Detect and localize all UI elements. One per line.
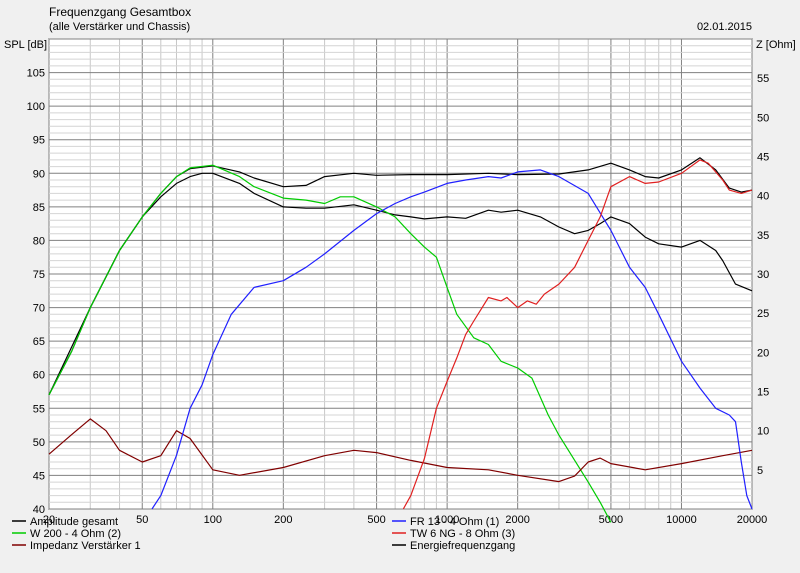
- x-tick-label: 20000: [737, 514, 768, 526]
- legend-entry: W 200 - 4 Ohm (2): [30, 528, 121, 540]
- y-left-tick-label: 50: [33, 437, 45, 449]
- chart-date: 02.01.2015: [697, 21, 752, 33]
- series-line-2: [48, 164, 612, 523]
- x-tick-label: 100: [204, 514, 222, 526]
- y-right-axis-label: Z [Ohm]: [756, 39, 796, 51]
- y-left-tick-label: 90: [33, 168, 45, 180]
- series-line-3: [48, 418, 753, 483]
- y-right-tick-label: 25: [757, 308, 769, 320]
- y-right-tick-label: 30: [757, 269, 769, 281]
- legend-entry: FR 13 - 4 Ohm (1): [410, 516, 499, 528]
- y-right-tick-label: 10: [757, 426, 769, 438]
- x-tick-label: 20: [43, 514, 55, 526]
- y-left-tick-label: 100: [27, 101, 45, 113]
- curves: [48, 157, 753, 523]
- y-right-tick-label: 50: [757, 112, 769, 124]
- y-left-tick-label: 45: [33, 470, 45, 482]
- y-right-tick-label: 40: [757, 191, 769, 203]
- series-line-4: [151, 169, 753, 510]
- legend-entry: Amplitude gesamt: [30, 516, 118, 528]
- chart-title: Frequenzgang Gesamtbox: [49, 5, 191, 19]
- y-right-tick-label: 55: [757, 73, 769, 85]
- y-left-tick-label: 95: [33, 135, 45, 147]
- legend-entry: Energiefrequenzgang: [410, 540, 515, 552]
- chart-subtitle: (alle Verstärker und Chassis): [49, 21, 190, 33]
- y-left-tick-label: 85: [33, 202, 45, 214]
- y-left-tick-label: 40: [33, 504, 45, 516]
- y-left-tick-label: 65: [33, 336, 45, 348]
- series-line-5: [402, 159, 753, 510]
- x-tick-label: 50: [136, 514, 148, 526]
- legend-entry: Impedanz Verstärker 1: [30, 540, 141, 552]
- y-left-tick-label: 75: [33, 269, 45, 281]
- x-tick-label: 200: [274, 514, 292, 526]
- x-tick-label: 5000: [599, 514, 623, 526]
- y-left-tick-label: 105: [27, 68, 45, 80]
- y-right-tick-label: 5: [757, 465, 763, 477]
- y-left-tick-label: 70: [33, 303, 45, 315]
- x-tick-label: 2000: [505, 514, 529, 526]
- y-left-axis-label: SPL [dB]: [4, 39, 47, 51]
- series-line-6: [48, 172, 753, 396]
- axis-ticks: 20 50 100 200 500 1000 2000 5000 10000 20000 40 45 5…: [27, 68, 770, 526]
- legend-entry: TW 6 NG - 8 Ohm (3): [410, 528, 515, 540]
- y-right-tick-label: 45: [757, 152, 769, 164]
- x-tick-label: 1000: [435, 514, 459, 526]
- y-right-tick-label: 15: [757, 387, 769, 399]
- x-tick-label: 500: [367, 514, 385, 526]
- y-right-tick-label: 20: [757, 347, 769, 359]
- y-left-tick-label: 80: [33, 235, 45, 247]
- y-right-tick-label: 35: [757, 230, 769, 242]
- y-left-tick-label: 55: [33, 403, 45, 415]
- grid: [48, 38, 753, 510]
- x-tick-label: 10000: [666, 514, 697, 526]
- y-left-tick-label: 60: [33, 370, 45, 382]
